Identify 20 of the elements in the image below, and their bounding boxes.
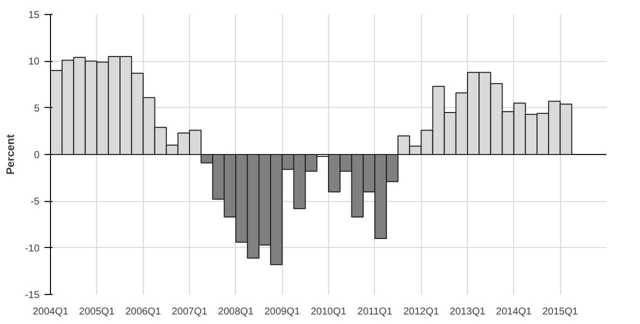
x-tick-label: 2014Q1 xyxy=(496,306,532,318)
x-tick-label: 2006Q1 xyxy=(125,306,162,318)
y-tick-label: 15 xyxy=(28,10,40,21)
x-tick-label: 2004Q1 xyxy=(32,306,69,318)
x-tick-label: 2007Q1 xyxy=(172,306,208,318)
x-tick-label: 2005Q1 xyxy=(79,306,116,318)
x-tick-label: 2009Q1 xyxy=(264,306,300,318)
y-tick-label: -10 xyxy=(25,243,40,254)
y-tick-label: 0 xyxy=(34,150,40,161)
x-tick-label: 2012Q1 xyxy=(403,306,440,318)
y-tick-label: -5 xyxy=(30,196,40,208)
y-tick-label: 10 xyxy=(28,56,40,68)
x-tick-label: 2015Q1 xyxy=(542,306,578,318)
x-tick-label: 2011Q1 xyxy=(357,306,393,318)
y-tick-label: -15 xyxy=(25,290,40,301)
y-axis-title: Percent xyxy=(5,134,18,175)
x-tick-label: 2010Q1 xyxy=(310,306,347,318)
y-tick-label: 5 xyxy=(34,103,40,114)
x-tick-label: 2013Q1 xyxy=(450,306,486,318)
x-tick-label: 2008Q1 xyxy=(218,306,254,318)
